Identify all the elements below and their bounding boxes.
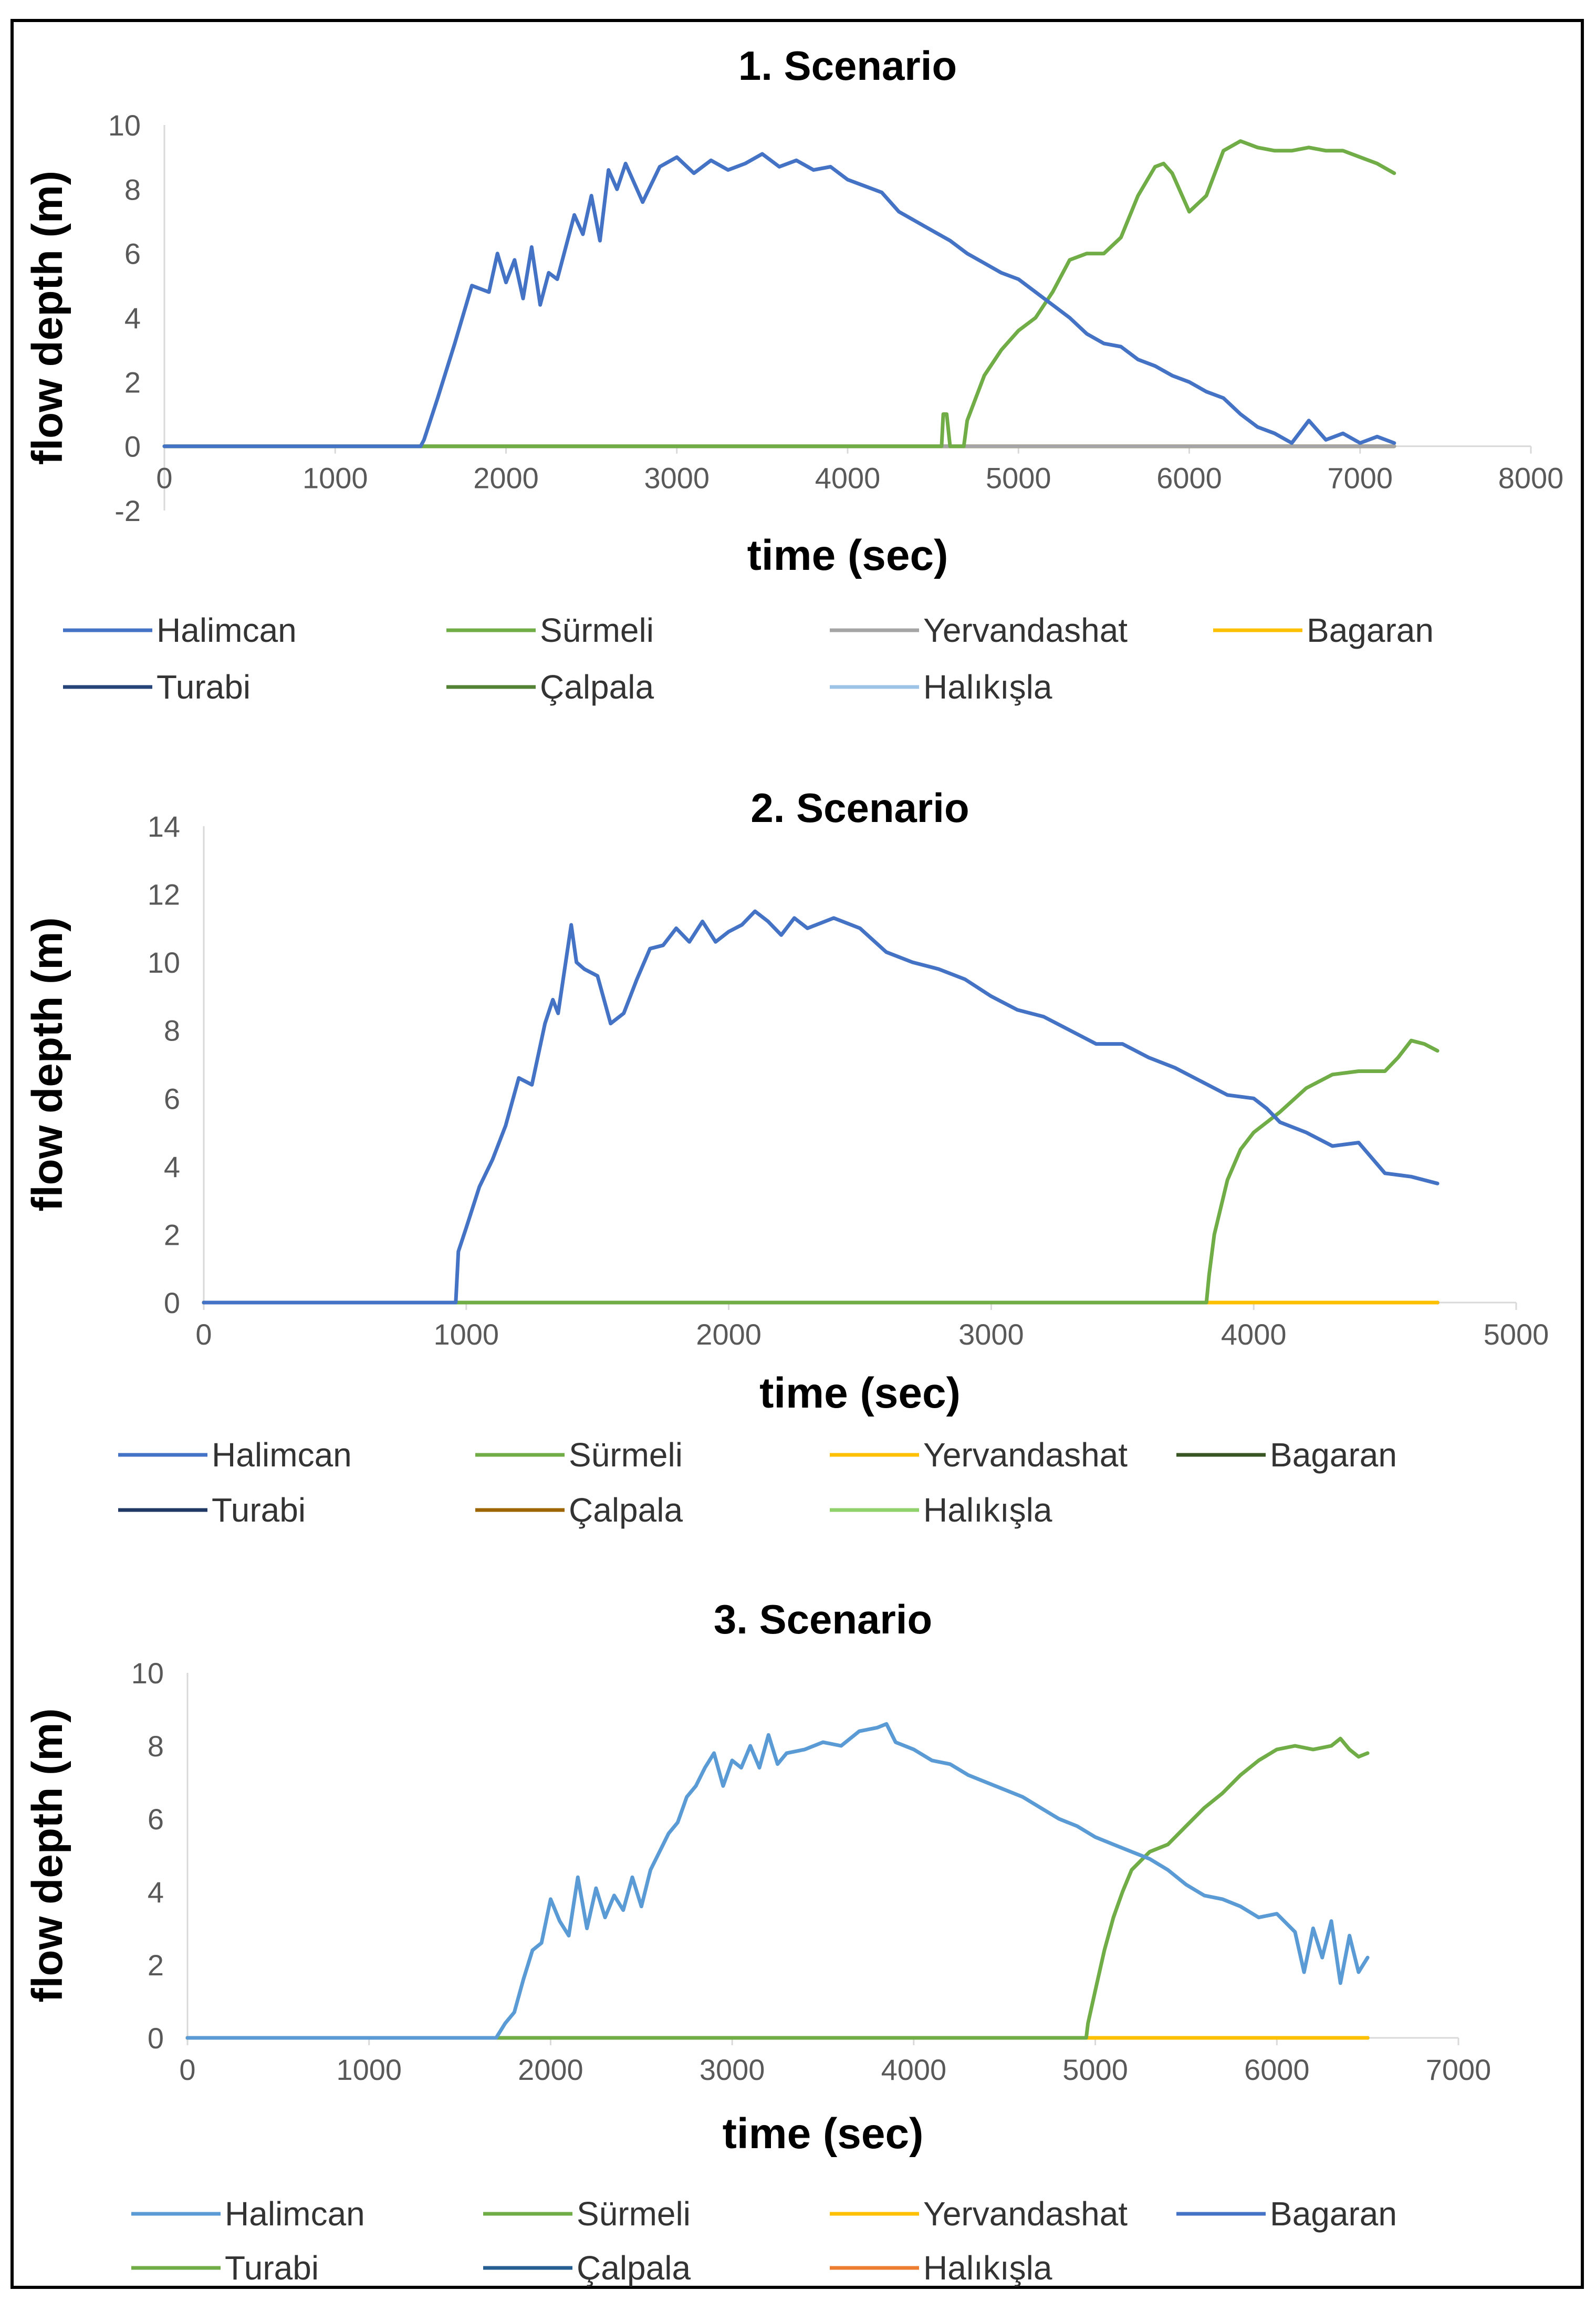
legend-label: Turabi xyxy=(157,668,251,706)
chart-title: 2. Scenario xyxy=(750,785,969,831)
chart-title: 3. Scenario xyxy=(714,1596,932,1642)
x-tick-label: 3000 xyxy=(958,1318,1024,1351)
legend-label: Bagaran xyxy=(1307,611,1434,649)
legend-label: Halimcan xyxy=(157,611,297,649)
x-tick-label: 0 xyxy=(195,1318,212,1351)
x-tick-label: 5000 xyxy=(1484,1318,1549,1351)
x-tick-label: 0 xyxy=(156,462,172,495)
y-tick-label: 8 xyxy=(148,1730,164,1763)
x-tick-label: 4000 xyxy=(815,462,881,495)
y-tick-label: 4 xyxy=(164,1150,180,1183)
x-tick-label: 1000 xyxy=(302,462,368,495)
y-tick-label: 14 xyxy=(148,810,180,843)
y-tick-label: 0 xyxy=(148,2022,164,2055)
series-line-sürmeli xyxy=(202,1038,1439,1305)
x-tick-label: 2000 xyxy=(696,1318,762,1351)
y-tick-label: 0 xyxy=(164,1286,180,1319)
series-line-sürmeli xyxy=(162,139,1396,449)
legend-label: Sürmeli xyxy=(540,611,654,649)
x-tick-label: 3000 xyxy=(700,2053,765,2086)
x-tick-label: 8000 xyxy=(1498,462,1564,495)
y-tick-label: 6 xyxy=(164,1082,180,1115)
legend: Halimcan Sürmeli Yervandashat Bagaran Turabi… xyxy=(63,611,1434,706)
y-tick-label: 4 xyxy=(124,301,141,335)
series-line-halimcan xyxy=(185,1722,1370,2040)
x-axis-label: time (sec) xyxy=(747,532,948,579)
x-tick-label: 1000 xyxy=(434,1318,499,1351)
x-tick-label: 1000 xyxy=(336,2053,402,2086)
series-line-sürmeli xyxy=(185,1736,1370,2040)
y-tick-label: 8 xyxy=(164,1014,180,1047)
legend-label: Bagaran xyxy=(1270,2195,1397,2233)
x-tick-label: 5000 xyxy=(1062,2053,1128,2086)
legend-label: Çalpala xyxy=(577,2249,691,2287)
legend-label: Halıkışla xyxy=(923,1491,1052,1529)
y-tick-label: 0 xyxy=(124,430,141,463)
x-tick-label: 7000 xyxy=(1327,462,1393,495)
x-tick-label: 2000 xyxy=(518,2053,583,2086)
legend-label: Sürmeli xyxy=(577,2195,691,2233)
legend-label: Yervandashat xyxy=(923,1436,1128,1474)
y-tick-label: -2 xyxy=(114,494,141,527)
x-tick-label: 0 xyxy=(179,2053,195,2086)
x-tick-label: 5000 xyxy=(986,462,1051,495)
y-tick-label: 6 xyxy=(148,1803,164,1836)
y-axis-label: flow depth (m) xyxy=(24,171,71,465)
legend-label: Çalpala xyxy=(540,668,654,706)
legend-label: Halimcan xyxy=(212,1436,352,1474)
x-axis-label: time (sec) xyxy=(759,1369,961,1417)
legend: Halimcan Sürmeli Yervandashat Bagaran Turabi… xyxy=(118,1436,1397,1529)
x-axis-label: time (sec) xyxy=(723,2110,924,2158)
y-axis-label: flow depth (m) xyxy=(24,917,71,1211)
y-tick-label: 10 xyxy=(108,109,141,142)
y-tick-label: 10 xyxy=(131,1657,164,1690)
x-tick-label: 6000 xyxy=(1244,2053,1310,2086)
y-tick-label: 6 xyxy=(124,237,141,270)
x-tick-label: 4000 xyxy=(881,2053,947,2086)
y-tick-label: 2 xyxy=(148,1949,164,1982)
y-tick-label: 8 xyxy=(124,173,141,206)
chart-1: 1. Scenario 0 1000 2000 3000 4000 5000 6000 7000… xyxy=(24,43,1563,706)
x-tick-label: 2000 xyxy=(473,462,539,495)
y-tick-label: 4 xyxy=(148,1876,164,1909)
y-tick-label: 10 xyxy=(148,946,180,979)
legend-label: Çalpala xyxy=(569,1491,683,1529)
legend-label: Bagaran xyxy=(1270,1436,1397,1474)
chart-2: 2. Scenario 0 1000 2000 3000 4000 5000 0 2 4 6 8 10 1… xyxy=(24,785,1549,1529)
legend-label: Sürmeli xyxy=(569,1436,683,1474)
legend-label: Halıkışla xyxy=(923,2249,1052,2287)
legend-label: Halimcan xyxy=(225,2195,365,2233)
legend-label: Yervandashat xyxy=(923,2195,1128,2233)
y-tick-label: 2 xyxy=(124,366,141,399)
x-tick-label: 6000 xyxy=(1156,462,1222,495)
y-tick-label: 2 xyxy=(164,1218,180,1251)
x-tick-label: 3000 xyxy=(644,462,710,495)
chart-title: 1. Scenario xyxy=(738,43,957,89)
legend: Halimcan Sürmeli Yervandashat Bagaran Turabi… xyxy=(131,2195,1397,2287)
legend-label: Turabi xyxy=(225,2249,319,2287)
x-tick-label: 7000 xyxy=(1426,2053,1491,2086)
series-line-halimcan xyxy=(202,909,1439,1305)
legend-label: Halıkışla xyxy=(923,668,1052,706)
y-axis-label: flow depth (m) xyxy=(24,1708,71,2002)
legend-label: Yervandashat xyxy=(923,611,1128,649)
y-tick-label: 12 xyxy=(148,878,180,911)
figure-frame xyxy=(11,19,1584,2289)
series-line-halimcan xyxy=(162,152,1396,449)
chart-3: 3. Scenario 0 1000 2000 3000 4000 5000 6000 7000… xyxy=(24,1596,1491,2287)
x-tick-label: 4000 xyxy=(1221,1318,1287,1351)
legend-label: Turabi xyxy=(212,1491,306,1529)
